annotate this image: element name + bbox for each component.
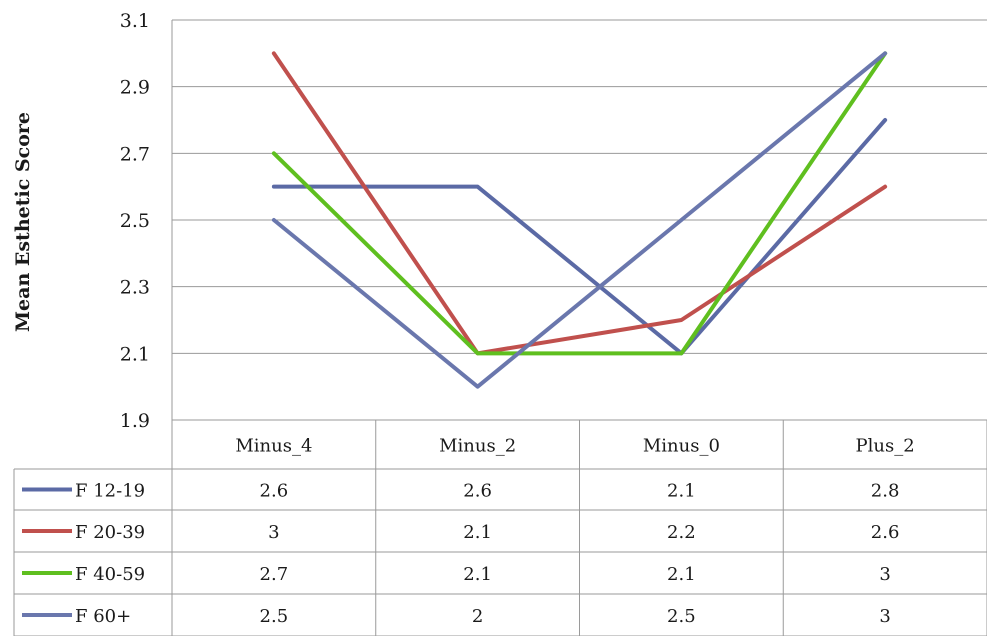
table-cell-value: 2.8 bbox=[871, 481, 900, 502]
y-axis-label: Mean Esthetic Score bbox=[12, 112, 34, 332]
table-cell-value: 3 bbox=[879, 606, 890, 627]
legend-label: F 20-39 bbox=[75, 522, 145, 543]
y-tick-label: 2.5 bbox=[120, 210, 150, 232]
category-label: Minus_4 bbox=[235, 436, 312, 457]
table-cell-value: 2.2 bbox=[667, 522, 696, 543]
series-line bbox=[271, 118, 888, 356]
y-tick-label: 2.1 bbox=[120, 343, 150, 365]
table-cell-value: 3 bbox=[268, 522, 279, 543]
y-tick-label: 2.3 bbox=[120, 277, 150, 299]
table-cell-value: 2.1 bbox=[463, 522, 492, 543]
table-cell-value: 2.5 bbox=[667, 606, 696, 627]
legend-label: F 12-19 bbox=[75, 481, 145, 502]
y-tick-label: 1.9 bbox=[120, 410, 150, 432]
category-label: Minus_0 bbox=[643, 436, 720, 457]
legend-label: F 40-59 bbox=[75, 564, 145, 585]
series-line bbox=[271, 51, 888, 356]
table-cell-value: 3 bbox=[879, 564, 890, 585]
table-cell-value: 2.6 bbox=[463, 481, 492, 502]
y-tick-label: 2.7 bbox=[120, 143, 150, 165]
category-label: Plus_2 bbox=[856, 436, 915, 457]
table-cell-value: 2 bbox=[472, 606, 483, 627]
data-table: Minus_4 Minus_2 Minus_0 Plus_2 F 12-19 2.6 2.6… bbox=[13, 419, 987, 637]
y-tick-label: 2.9 bbox=[120, 77, 150, 99]
y-tick-label: 3.1 bbox=[120, 10, 150, 32]
table-cell-value: 2.1 bbox=[667, 481, 696, 502]
legend-label: F 60+ bbox=[75, 606, 131, 627]
series-line bbox=[271, 51, 888, 389]
table-cell-value: 2.5 bbox=[260, 606, 289, 627]
table-cell-value: 2.6 bbox=[260, 481, 289, 502]
y-axis-ticks: 3.1 2.9 2.7 2.5 2.3 2.1 1.9 bbox=[120, 10, 150, 432]
table-cell-value: 2.7 bbox=[260, 564, 289, 585]
table-cell-value: 2.1 bbox=[667, 564, 696, 585]
category-label: Minus_2 bbox=[439, 436, 516, 457]
series-line bbox=[271, 51, 888, 356]
series-lines bbox=[271, 51, 888, 389]
table-cell-value: 2.1 bbox=[463, 564, 492, 585]
table-cell-value: 2.6 bbox=[871, 522, 900, 543]
